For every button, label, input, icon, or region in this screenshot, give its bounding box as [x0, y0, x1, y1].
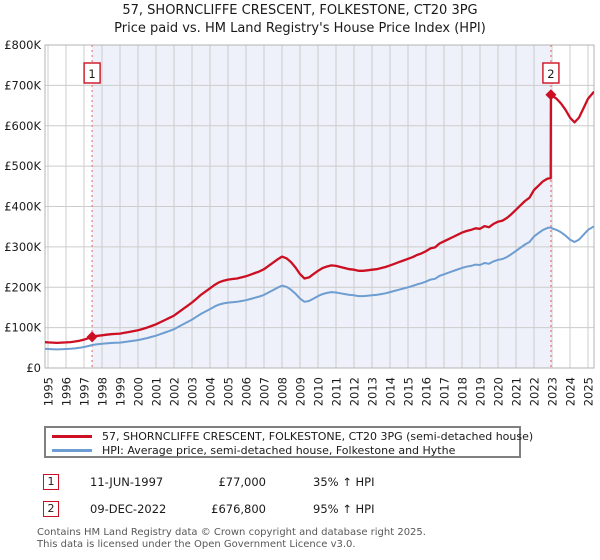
x-tick-label: 2011 — [330, 377, 344, 406]
sale-flag-box — [83, 62, 101, 84]
transaction-row-2: 2 09-DEC-2022 £676,800 95% ↑ HPI — [0, 501, 600, 519]
y-tick-label: £600K — [4, 119, 41, 133]
x-tick-label: 1999 — [114, 377, 128, 406]
hpi-line-swatch — [52, 448, 92, 452]
x-tick-label: 2010 — [312, 377, 326, 406]
transaction-row-1: 1 11-JUN-1997 £77,000 35% ↑ HPI — [0, 474, 600, 492]
y-tick-label: £700K — [4, 78, 41, 92]
y-tick-label: £100K — [4, 321, 41, 335]
x-tick-label: 2000 — [132, 377, 146, 406]
footer-line-copyright: Contains HM Land Registry data © Crown c… — [37, 527, 426, 538]
sale-flag-number: 1 — [88, 67, 95, 81]
transaction-2-price: £676,800 — [211, 502, 266, 516]
legend-item-price-paid: 57, SHORNCLIFFE CRESCENT, FOLKESTONE, CT… — [52, 429, 533, 443]
plot-border — [44, 44, 595, 369]
sale-marker-diamond — [545, 89, 557, 101]
legend-label-price-paid: 57, SHORNCLIFFE CRESCENT, FOLKESTONE, CT… — [102, 429, 534, 443]
x-tick-label: 2007 — [258, 377, 272, 406]
page-subtitle: Price paid vs. HM Land Registry's House … — [114, 21, 486, 36]
x-tick-label: 2001 — [150, 377, 164, 406]
x-tick-label: 1998 — [96, 377, 110, 406]
license-footer: Contains HM Land Registry data © Crown c… — [37, 527, 426, 550]
y-tick-label: £200K — [4, 280, 41, 294]
x-tick-label: 2025 — [582, 377, 596, 406]
transaction-1-marker-badge: 1 — [43, 474, 59, 490]
y-tick-label: £800K — [4, 38, 41, 52]
price-history-chart: 1 2 £0 £100K £200K £300K £400K £500K £600K £700K £… — [4, 38, 596, 406]
page-title: 57, SHORNCLIFFE CRESCENT, FOLKESTONE, CT… — [122, 3, 478, 18]
y-tick-label: £400K — [4, 200, 41, 214]
transaction-1-hpi-delta: 35% ↑ HPI — [313, 475, 375, 489]
x-tick-label: 2024 — [564, 377, 578, 406]
transaction-1-price: £77,000 — [218, 475, 266, 489]
x-tick-label: 2023 — [546, 377, 560, 406]
transaction-1-date: 11-JUN-1997 — [90, 475, 164, 489]
x-tick-label: 2019 — [474, 377, 488, 406]
transaction-2-hpi-delta: 95% ↑ HPI — [313, 502, 375, 516]
x-tick-label: 1996 — [60, 377, 74, 406]
x-tick-label: 1997 — [78, 377, 92, 406]
y-tick-label: £0 — [26, 361, 41, 375]
x-tick-label: 2017 — [438, 377, 452, 406]
legend: 57, SHORNCLIFFE CRESCENT, FOLKESTONE, CT… — [44, 426, 533, 458]
y-tick-label: £300K — [4, 240, 41, 254]
legend-item-hpi: HPI: Average price, semi-detached house,… — [52, 443, 455, 457]
x-tick-label: 2005 — [222, 377, 236, 406]
x-tick-label: 2009 — [294, 377, 308, 406]
x-tick-label: 2008 — [276, 377, 290, 406]
x-tick-label: 2015 — [402, 377, 416, 406]
footer-line-licence: This data is licensed under the Open Gov… — [37, 538, 356, 550]
x-tick-label: 2022 — [528, 377, 542, 406]
price-paid-line-swatch — [52, 434, 92, 438]
x-tick-label: 2006 — [240, 377, 254, 406]
x-tick-label: 2018 — [456, 377, 470, 406]
transaction-2-date: 09-DEC-2022 — [90, 502, 167, 516]
transaction-2-marker-badge: 2 — [43, 501, 59, 517]
sale-marker-diamond — [86, 331, 98, 343]
x-tick-label: 2002 — [168, 377, 182, 406]
x-tick-label: 2016 — [420, 377, 434, 406]
x-tick-label: 2003 — [186, 377, 200, 406]
y-tick-label: £500K — [4, 159, 41, 173]
x-tick-label: 2014 — [384, 377, 398, 406]
sale-flag-number: 2 — [547, 67, 554, 81]
x-tick-label: 2004 — [204, 377, 218, 406]
x-tick-label: 2021 — [510, 377, 524, 406]
x-tick-label: 1995 — [42, 377, 56, 406]
series-line — [45, 225, 594, 351]
x-tick-label: 2013 — [366, 377, 380, 406]
x-tick-label: 2020 — [492, 377, 506, 406]
legend-label-hpi: HPI: Average price, semi-detached house,… — [102, 443, 456, 457]
series-line — [45, 91, 594, 345]
sale-flag-box — [542, 62, 560, 84]
grid — [45, 44, 594, 369]
x-tick-label: 2012 — [348, 377, 362, 406]
